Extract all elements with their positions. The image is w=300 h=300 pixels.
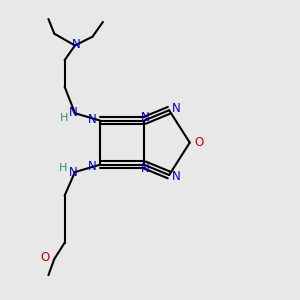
Text: N: N [69,166,78,179]
Text: N: N [69,106,78,119]
Text: N: N [172,170,181,183]
Text: N: N [172,102,181,115]
Text: N: N [88,160,97,173]
Text: O: O [41,251,50,264]
Text: N: N [141,110,150,124]
Text: N: N [88,112,97,126]
Text: N: N [141,162,150,175]
Text: H: H [59,113,68,124]
Text: H: H [59,163,67,173]
Text: O: O [194,136,203,149]
Text: N: N [72,38,81,51]
